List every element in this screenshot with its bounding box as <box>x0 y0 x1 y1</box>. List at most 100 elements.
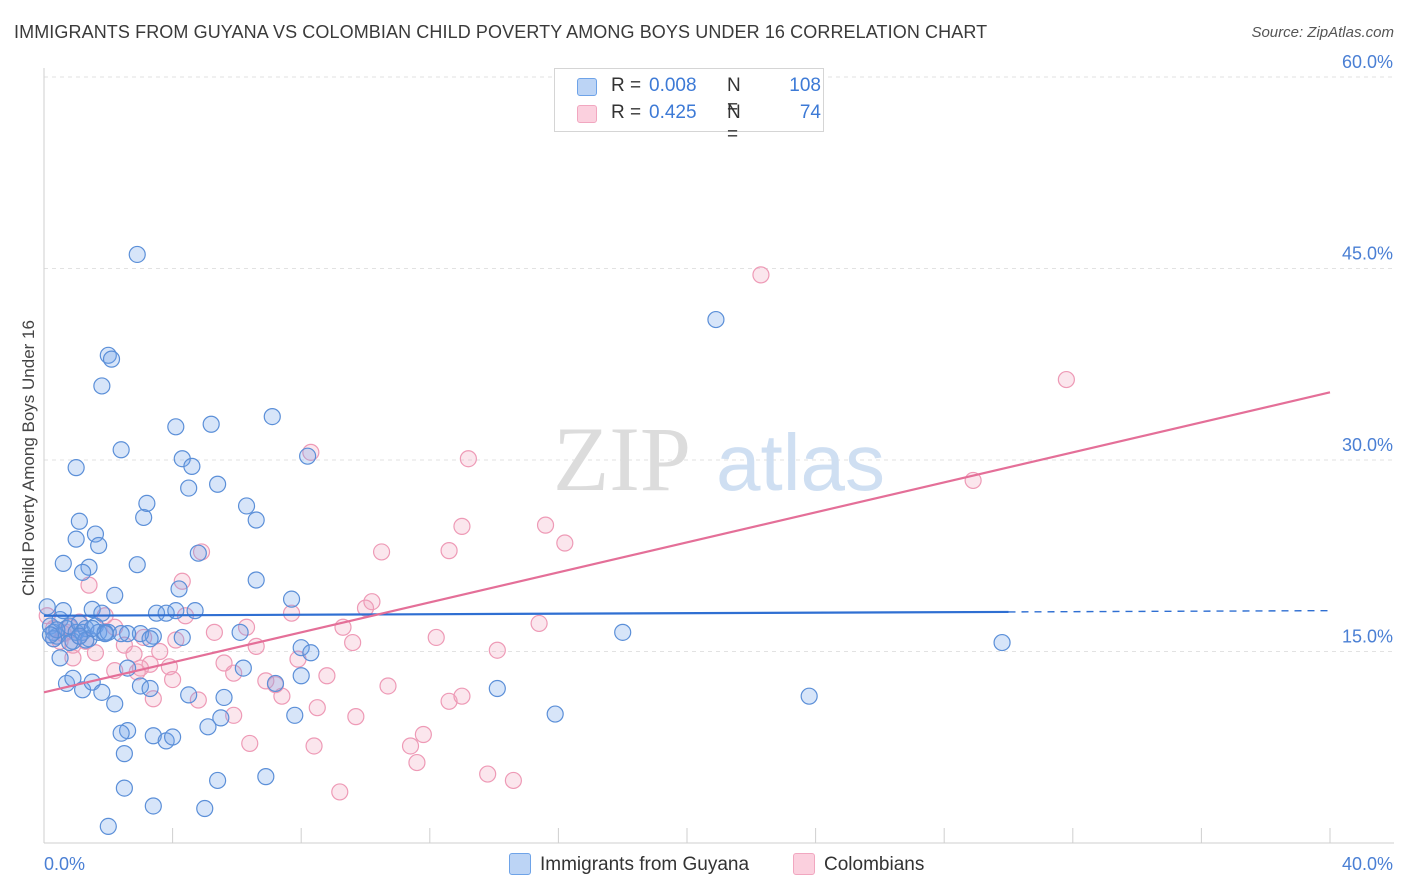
legend-swatch-blue <box>577 78 597 96</box>
data-point-colombians <box>459 450 477 468</box>
data-point-guyana <box>164 728 182 746</box>
data-point-guyana <box>54 554 72 573</box>
data-point-guyana <box>99 817 117 836</box>
legend-swatch-colombians <box>793 853 815 875</box>
data-point-guyana <box>800 687 818 705</box>
data-point-guyana <box>131 625 150 643</box>
legend-r-label: R = <box>611 75 642 96</box>
data-point-guyana <box>302 644 320 662</box>
data-point-guyana <box>180 479 198 497</box>
data-point-guyana <box>546 705 564 723</box>
data-point-guyana <box>282 590 301 608</box>
data-point-guyana <box>144 797 162 815</box>
data-point-guyana <box>257 768 275 786</box>
data-point-guyana <box>147 604 166 622</box>
legend-n-label: N = <box>727 75 741 118</box>
trend-line-guyana <box>43 610 1009 617</box>
legend-swatch-pink <box>577 105 597 123</box>
data-point-guyana <box>128 556 146 574</box>
data-point-colombians <box>401 737 420 755</box>
legend-label-guyana: Immigrants from Guyana <box>540 854 750 875</box>
data-point-colombians <box>257 672 275 690</box>
data-point-colombians <box>363 593 381 611</box>
watermark: ZIP atlas <box>553 408 885 510</box>
data-point-guyana <box>112 625 130 643</box>
data-point-colombians <box>331 783 349 801</box>
data-point-guyana <box>38 598 56 616</box>
data-point-guyana <box>41 626 60 644</box>
data-point-guyana <box>247 571 265 589</box>
chart-title: IMMIGRANTS FROM GUYANA VS COLOMBIAN CHIL… <box>14 22 988 42</box>
legend-r-value: 0.008 <box>649 75 697 96</box>
trend-line-guyana-extension <box>1008 609 1331 613</box>
data-point-guyana <box>209 475 227 493</box>
source-credit: Source: ZipAtlas.com <box>1251 24 1394 41</box>
axes <box>43 68 1394 844</box>
legend-n-value: 108 <box>789 75 821 96</box>
data-point-guyana <box>144 727 162 745</box>
data-point-guyana <box>73 563 92 581</box>
correlation-legend: R = 0.008 N = 108 R = 0.425 N = 74 <box>554 68 824 145</box>
data-point-colombians <box>225 664 243 682</box>
data-point-guyana <box>234 659 252 677</box>
data-point-guyana <box>115 779 133 797</box>
data-point-guyana <box>106 695 124 713</box>
data-point-colombians <box>440 542 458 560</box>
data-point-guyana <box>115 745 133 763</box>
data-point-colombians <box>530 614 548 633</box>
data-point-colombians <box>164 670 182 689</box>
data-point-guyana <box>135 508 153 527</box>
data-point-guyana <box>292 667 310 685</box>
data-point-guyana <box>141 679 159 698</box>
watermark-atlas: atlas <box>716 418 885 507</box>
data-point-colombians <box>356 599 375 617</box>
data-point-guyana <box>67 530 85 548</box>
data-point-guyana <box>292 639 310 657</box>
data-point-colombians <box>151 642 169 661</box>
data-point-guyana <box>286 706 304 724</box>
y-tick-label: 60.0% <box>1342 52 1393 72</box>
series-immigrants-from-guyana <box>38 245 1011 836</box>
data-point-guyana <box>196 799 214 818</box>
data-point-colombians <box>536 516 555 534</box>
data-point-guyana <box>266 674 285 693</box>
data-point-colombians <box>427 628 445 647</box>
data-point-guyana <box>102 350 121 368</box>
data-point-colombians <box>189 691 207 709</box>
x-tick-label: 40.0% <box>1342 854 1393 874</box>
data-point-guyana <box>144 627 162 645</box>
data-point-colombians <box>125 645 143 663</box>
legend-label-colombians: Colombians <box>824 854 925 875</box>
data-point-guyana <box>189 544 207 562</box>
data-point-colombians <box>344 633 362 652</box>
data-point-guyana <box>128 245 146 264</box>
data-point-guyana <box>707 310 725 329</box>
data-point-guyana <box>106 586 124 604</box>
data-point-guyana <box>263 407 281 426</box>
data-point-guyana <box>247 511 265 529</box>
data-point-guyana <box>51 649 69 667</box>
data-point-colombians <box>556 534 574 552</box>
data-point-guyana <box>199 718 217 736</box>
data-point-colombians <box>372 543 391 561</box>
y-tick-label: 45.0% <box>1342 244 1393 264</box>
data-point-guyana <box>96 625 114 643</box>
data-point-guyana <box>215 688 233 707</box>
data-point-colombians <box>408 753 426 772</box>
data-point-guyana <box>67 459 85 477</box>
data-point-guyana <box>993 633 1011 652</box>
data-point-colombians <box>453 687 471 705</box>
x-tick-labels: 0.0% 40.0% <box>44 854 1393 874</box>
data-point-guyana <box>83 600 101 618</box>
data-point-colombians <box>308 699 326 717</box>
data-point-guyana <box>167 418 185 436</box>
y-axis-label: Child Poverty Among Boys Under 16 <box>19 320 38 596</box>
y-tick-label: 30.0% <box>1342 435 1393 455</box>
data-point-colombians <box>347 708 365 726</box>
data-point-guyana <box>170 580 188 598</box>
legend-r-value: 0.425 <box>649 102 697 123</box>
data-point-guyana <box>83 619 101 638</box>
data-point-guyana <box>112 441 130 459</box>
data-point-guyana <box>173 628 191 647</box>
